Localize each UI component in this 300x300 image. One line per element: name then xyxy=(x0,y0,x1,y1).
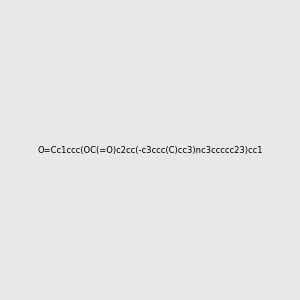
Text: O=Cc1ccc(OC(=O)c2cc(-c3ccc(C)cc3)nc3ccccc23)cc1: O=Cc1ccc(OC(=O)c2cc(-c3ccc(C)cc3)nc3cccc… xyxy=(37,146,263,154)
